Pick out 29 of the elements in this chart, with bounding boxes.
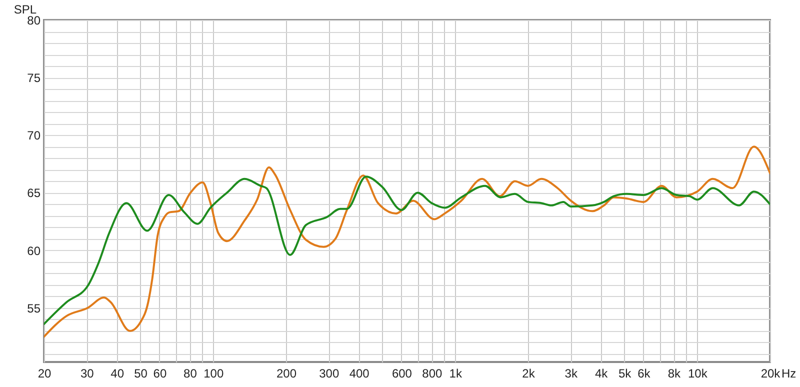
x-tick-label: 1k xyxy=(449,366,463,380)
x-tick-label: 3k xyxy=(564,366,578,380)
x-tick-label: 80 xyxy=(184,366,198,380)
x-tick-label: 300 xyxy=(319,366,340,380)
x-tick-label: 20 xyxy=(38,366,52,380)
x-tick-label: 6k xyxy=(638,366,652,380)
x-tick-label: 8k xyxy=(668,366,682,380)
x-axis-title: Hz xyxy=(782,366,796,380)
x-tick-label: 20k xyxy=(760,366,782,380)
x-tick-label: 5k xyxy=(618,366,632,380)
y-tick-label: 65 xyxy=(27,186,41,200)
x-tick-label: 100 xyxy=(204,366,224,380)
x-tick-label: 30 xyxy=(80,366,94,380)
x-tick-label: 10k xyxy=(688,366,708,380)
x-tick-label: 50 xyxy=(134,366,148,380)
x-tick-label: 2k xyxy=(522,366,536,380)
y-tick-label: 70 xyxy=(27,128,41,143)
x-tick-label: 600 xyxy=(392,366,412,380)
x-tick-label: 800 xyxy=(422,366,443,380)
x-tick-label: 40 xyxy=(110,366,124,380)
x-tick-label: 60 xyxy=(153,366,167,380)
x-tick-label: 400 xyxy=(349,366,370,380)
y-tick-label: 60 xyxy=(27,244,41,258)
y-axis-title: SPL xyxy=(14,2,37,16)
x-tick-label: 4k xyxy=(595,366,609,380)
y-tick-label: 80 xyxy=(27,14,41,28)
x-tick-label: 200 xyxy=(276,366,297,380)
y-tick-label: 55 xyxy=(27,301,41,316)
y-tick-label: 75 xyxy=(27,71,41,86)
